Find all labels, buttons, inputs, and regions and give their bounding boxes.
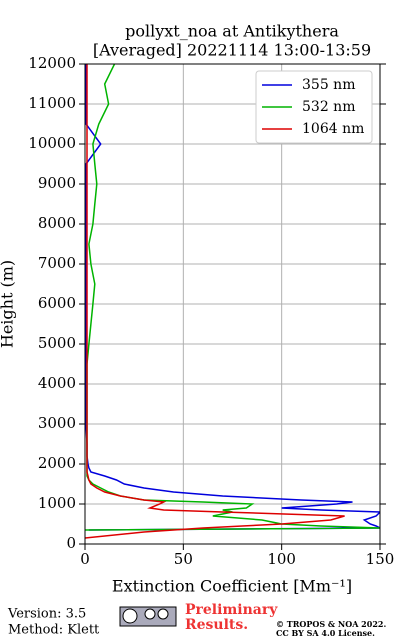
y-tick-label: 2000 [38,454,76,472]
y-tick-label: 12000 [28,54,76,72]
y-tick-label: 5000 [38,334,76,352]
x-tick-label: 100 [267,550,296,568]
chart-subtitle: [Averaged] 20221114 13:00-13:59 [93,41,371,60]
chart-title: pollyxt_noa at Antikythera [125,22,339,41]
y-tick-label: 9000 [38,174,76,192]
y-tick-label: 0 [66,534,76,552]
method: Method: Klett [8,623,100,638]
preliminary-note: Preliminary Results. [185,602,278,633]
x-tick-label: 50 [174,550,193,568]
plot-frame [84,63,381,545]
license: CC BY SA 4.0 License. [276,628,375,638]
legend-label: 532 nm [302,99,355,115]
y-tick-label: 11000 [28,94,76,112]
y-axis-label: Height (m) [0,260,17,348]
x-axis-label: Extinction Coefficient [Mm⁻¹] [112,577,352,596]
x-tick-label: 150 [366,550,395,568]
legend-label: 1064 nm [302,121,364,137]
y-tick-label: 7000 [38,254,76,272]
profile-line [85,64,345,539]
y-tick-label: 3000 [38,414,76,432]
y-tick-label: 10000 [28,134,76,152]
legend-label: 355 nm [302,77,355,93]
version: Version: 3.5 [7,607,86,622]
legend-box [255,70,373,144]
cc-logo [119,606,177,627]
y-tick-label: 8000 [38,214,76,232]
y-tick-label: 6000 [38,294,76,312]
x-tick-label: 0 [80,550,90,568]
y-tick-label: 1000 [38,494,76,512]
copyright: © TROPOS & NOA 2022. [276,619,386,629]
plot-lines [85,64,380,539]
y-tick-label: 4000 [38,374,76,392]
